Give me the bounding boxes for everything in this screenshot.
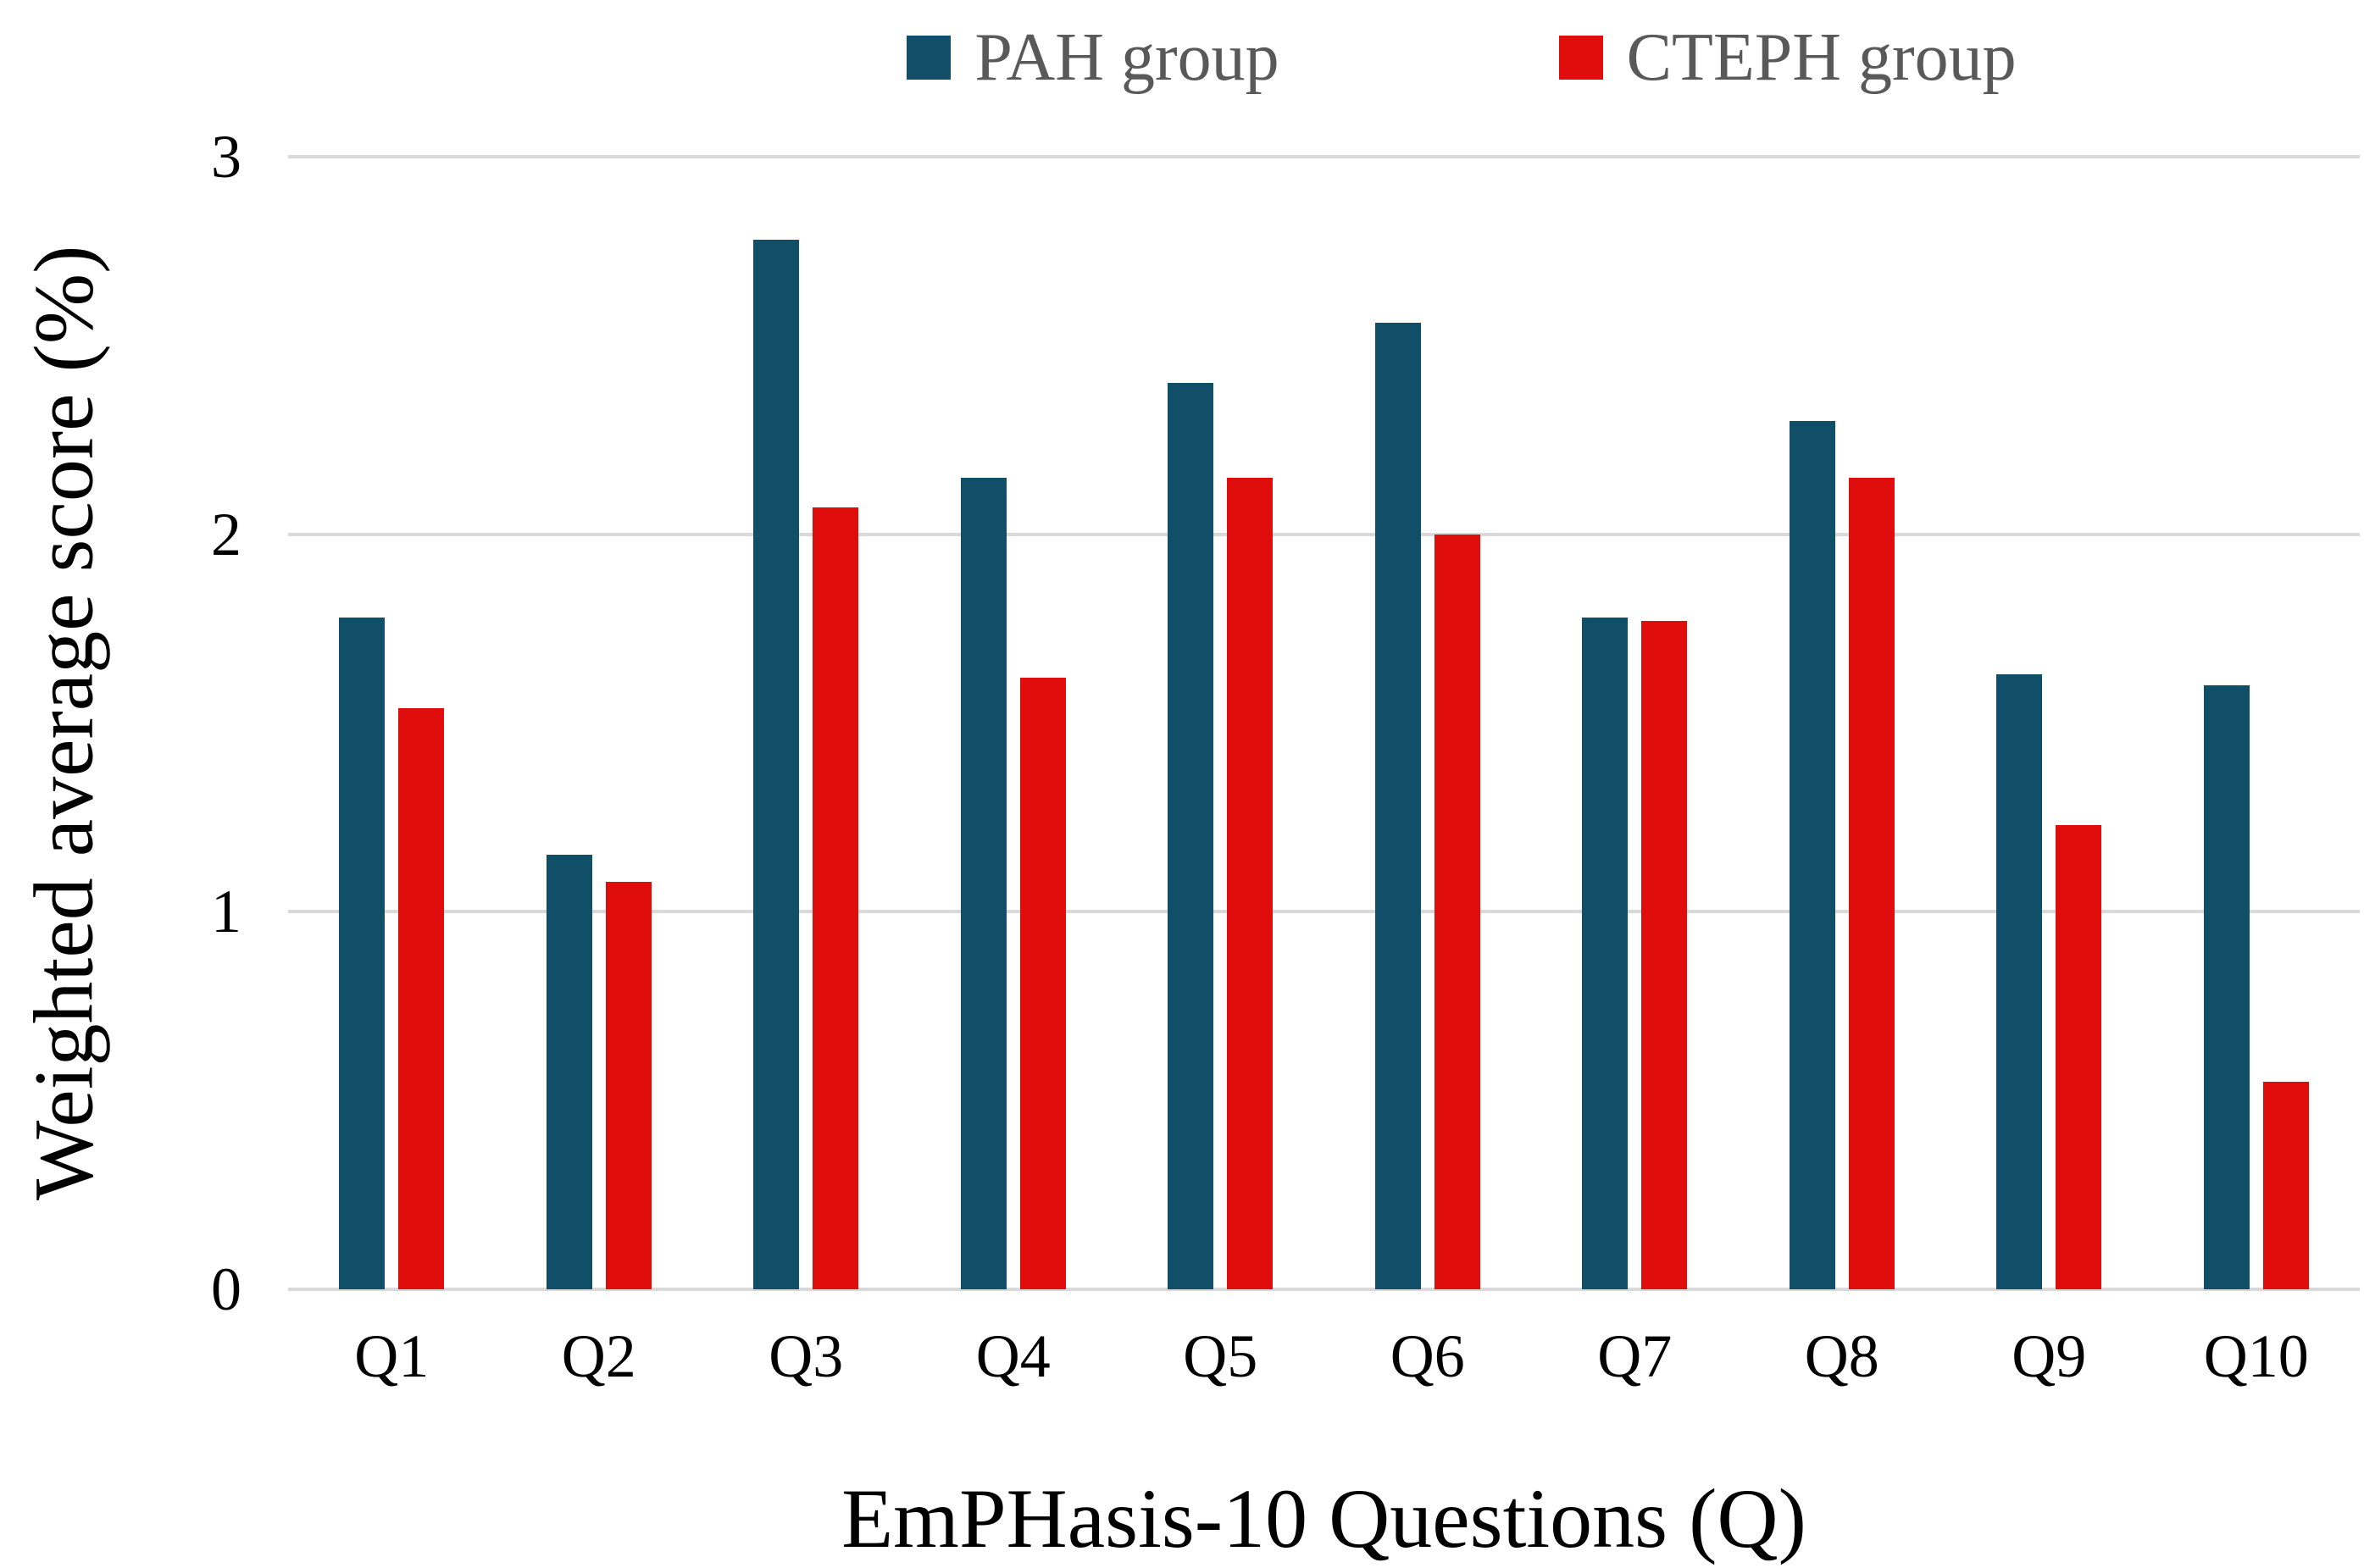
legend: PAH group CTEPH group — [0, 24, 2364, 91]
category-slot-q4 — [910, 157, 1118, 1289]
bar-q7-cteph — [1641, 621, 1688, 1289]
cteph-legend-label: CTEPH group — [1626, 20, 2017, 95]
x-tick-label-q10: Q10 — [2203, 1322, 2309, 1390]
plot-area — [288, 155, 2360, 1291]
category-slot-q8 — [1739, 157, 1946, 1289]
y-tick-label-0: 0 — [211, 1255, 241, 1323]
gridline-2 — [288, 532, 2360, 536]
x-tick-label-q1: Q1 — [354, 1322, 430, 1390]
x-tick-label-q2: Q2 — [561, 1322, 636, 1390]
category-slot-q1 — [288, 157, 496, 1289]
x-tick-label-q3: Q3 — [769, 1322, 844, 1390]
x-tick-label-q4: Q4 — [975, 1322, 1051, 1390]
bar-q1-pah — [339, 617, 386, 1289]
bar-q10-cteph — [2262, 1081, 2309, 1289]
bar-q2-pah — [546, 855, 592, 1289]
category-slot-q7 — [1531, 157, 1739, 1289]
bar-q5-pah — [1168, 383, 1214, 1289]
x-tick-label-q6: Q6 — [1390, 1322, 1465, 1390]
bar-q7-pah — [1582, 617, 1629, 1289]
gridline-0 — [288, 1288, 2360, 1291]
bar-q6-cteph — [1434, 534, 1480, 1289]
category-slot-q6 — [1324, 157, 1532, 1289]
gridline-3 — [288, 155, 2360, 158]
x-axis-title: EmPHasis-10 Questions (Q) — [841, 1471, 1806, 1565]
category-slot-q9 — [1945, 157, 2153, 1289]
bar-q10-pah — [2203, 684, 2250, 1289]
bar-q9-pah — [1996, 673, 2043, 1289]
bar-q8-pah — [1789, 420, 1835, 1289]
y-tick-label-1: 1 — [211, 878, 241, 946]
bar-q3-pah — [753, 240, 800, 1289]
bar-q2-cteph — [605, 881, 652, 1289]
category-slot-q2 — [496, 157, 703, 1289]
category-slot-q5 — [1117, 157, 1324, 1289]
y-axis-ticks: 0 1 2 3 — [0, 126, 241, 1320]
bar-q4-cteph — [1019, 678, 1066, 1289]
bar-q6-pah — [1374, 323, 1421, 1289]
x-tick-label-q5: Q5 — [1183, 1322, 1258, 1390]
x-tick-label-q9: Q9 — [2012, 1322, 2087, 1390]
category-slot-q3 — [702, 157, 910, 1289]
x-tick-label-q7: Q7 — [1597, 1322, 1673, 1390]
pah-legend-swatch-icon — [907, 36, 952, 80]
y-tick-label-3: 3 — [211, 123, 241, 191]
pah-legend-label: PAH group — [974, 20, 1279, 95]
bars-row — [288, 157, 2360, 1289]
bar-q4-pah — [960, 477, 1007, 1289]
bar-q1-cteph — [398, 707, 445, 1289]
cteph-legend-swatch-icon — [1558, 36, 1603, 80]
bar-q5-cteph — [1227, 477, 1274, 1289]
x-tick-label-q8: Q8 — [1804, 1322, 1879, 1390]
legend-item-cteph: CTEPH group — [1558, 20, 2017, 95]
x-axis-labels: Q1 Q2 Q3 Q4 Q5 Q6 Q7 Q8 Q9 Q10 — [288, 1326, 2360, 1387]
bar-q9-cteph — [2056, 824, 2102, 1289]
y-tick-label-2: 2 — [211, 500, 241, 568]
gridline-1 — [288, 910, 2360, 914]
category-slot-q10 — [2153, 157, 2361, 1289]
bar-q3-cteph — [813, 507, 859, 1289]
gridlines — [288, 155, 2360, 1291]
bar-q8-cteph — [1848, 477, 1895, 1289]
legend-item-pah: PAH group — [907, 24, 1279, 91]
